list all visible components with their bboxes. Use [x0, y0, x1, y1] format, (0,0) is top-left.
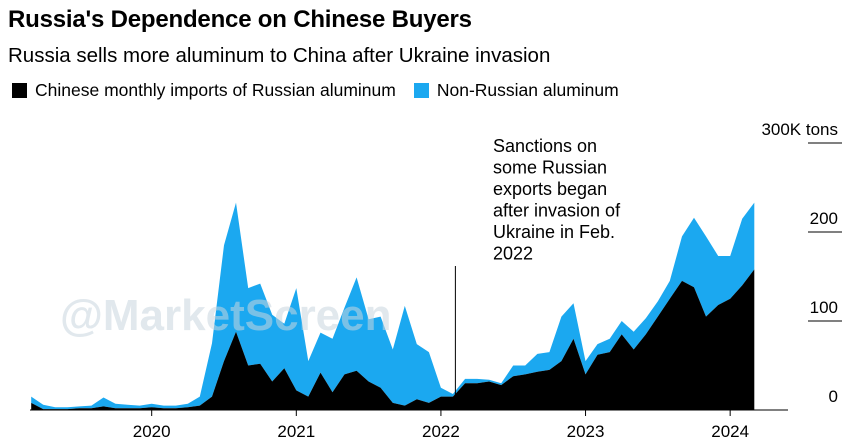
legend-label-russian: Chinese monthly imports of Russian alumi…	[35, 80, 396, 100]
legend-label-non-russian: Non-Russian aluminum	[436, 80, 619, 100]
chart-axes: 2020 2021 2022 2023 2024 0 100 200 300K tons	[30, 120, 842, 441]
legend-swatch-russian	[12, 83, 27, 98]
x-tick-label: 2020	[133, 422, 171, 441]
legend-item-non-russian: Non-Russian aluminum	[413, 80, 619, 101]
legend-swatch-non-russian	[413, 83, 429, 98]
watermark-text: @MarketScreen	[60, 291, 392, 340]
legend: Chinese monthly imports of Russian alumi…	[12, 80, 637, 101]
legend-item-russian: Chinese monthly imports of Russian alumi…	[12, 80, 396, 101]
annotation-text-line: exports began	[493, 179, 607, 199]
y-tick-label: 0	[829, 387, 838, 406]
series-area-non-russian	[31, 202, 755, 410]
chart-subtitle: Russia sells more aluminum to China afte…	[8, 44, 551, 67]
y-tick-label: 200	[810, 209, 838, 228]
x-tick-label: 2023	[567, 422, 605, 441]
annotation-text-line: after invasion of	[493, 201, 621, 221]
annotation-text-line: some Russian	[493, 158, 607, 178]
series-area-russian	[31, 269, 755, 410]
x-tick-label: 2021	[277, 422, 315, 441]
annotation-text-line: 2022	[493, 244, 533, 264]
annotation-text-line: Sanctions on	[493, 136, 597, 156]
y-tick-label: 300K tons	[761, 120, 838, 139]
chart-areas	[31, 202, 755, 410]
x-tick-label: 2022	[422, 422, 460, 441]
x-tick-label: 2024	[711, 422, 749, 441]
y-tick-label: 100	[810, 298, 838, 317]
annotation-text-line: Ukraine in Feb.	[493, 222, 615, 242]
chart-title: Russia's Dependence on Chinese Buyers	[8, 6, 472, 33]
